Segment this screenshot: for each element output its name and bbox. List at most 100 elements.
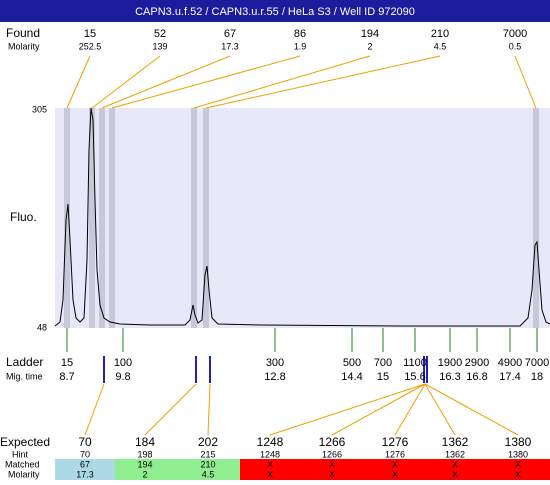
ladder-time-label: Mig. time <box>6 371 43 381</box>
y-min: 48 <box>37 322 47 332</box>
match-near <box>115 459 240 480</box>
found-molarity: 139 <box>152 41 167 51</box>
expected-size: 1380 <box>505 435 532 449</box>
matched-molarity: X <box>329 469 335 479</box>
found-link <box>101 55 231 109</box>
found-size: 52 <box>154 28 166 40</box>
ladder-size: 2900 <box>465 357 489 369</box>
ladder-size: 4900 <box>498 357 522 369</box>
peak-band <box>109 108 115 328</box>
ladder-time: 14.4 <box>341 371 362 383</box>
found-molarity: 1.9 <box>294 41 307 51</box>
found-size: 15 <box>84 28 96 40</box>
hint: 70 <box>80 449 90 459</box>
expected-link <box>424 383 456 436</box>
hint: 1248 <box>260 449 280 459</box>
peak-band <box>99 108 105 328</box>
ladder-size: 300 <box>266 357 284 369</box>
found-link <box>91 55 161 109</box>
hint: 1276 <box>385 449 405 459</box>
expected-size: 202 <box>198 435 218 449</box>
expected-link <box>424 383 519 436</box>
hint: 215 <box>200 449 215 459</box>
ladder-time: 15 <box>377 371 389 383</box>
ladder-time: 16.3 <box>439 371 460 383</box>
matched-marks <box>103 356 428 383</box>
ladder-time: 9.8 <box>115 371 130 383</box>
peak-band <box>89 108 95 328</box>
found-size: 67 <box>224 28 236 40</box>
matched: X <box>329 459 335 469</box>
expected-link <box>207 383 211 436</box>
matched-molarity: 4.5 <box>202 469 215 479</box>
ladder-time: 15.6 <box>404 371 425 383</box>
title-bar <box>0 0 550 22</box>
title: CAPN3.u.f.52 / CAPN3.u.r.55 / HeLa S3 / … <box>135 6 415 18</box>
hint-label: Hint <box>12 449 29 459</box>
peak-band <box>191 108 197 328</box>
ladder-size: 1100 <box>403 357 427 369</box>
expected-size: 1248 <box>257 435 284 449</box>
matched-molarity: X <box>392 469 398 479</box>
matched: X <box>392 459 398 469</box>
expected-link <box>331 383 426 436</box>
peak-band <box>533 108 539 328</box>
match-fail <box>240 459 550 480</box>
found-link <box>66 55 91 109</box>
ladder-size: 7000 <box>525 357 549 369</box>
found-link <box>111 55 301 109</box>
matched-molarity: 17.3 <box>76 469 94 479</box>
ladder-size: 15 <box>61 357 73 369</box>
found-size: 210 <box>431 28 449 40</box>
matched: X <box>515 459 521 469</box>
expected-size: 1276 <box>382 435 409 449</box>
match-ok <box>55 459 115 480</box>
peak-band <box>203 108 209 328</box>
found-size: 86 <box>294 28 306 40</box>
found-link <box>193 55 371 109</box>
found-size: 7000 <box>503 28 527 40</box>
expected-size: 1362 <box>442 435 469 449</box>
matched: 194 <box>137 459 152 469</box>
plot-area <box>55 108 550 328</box>
ladder-time: 17.4 <box>499 371 520 383</box>
found-molarity: 17.3 <box>221 41 239 51</box>
molarity-label: Molarity <box>8 469 40 479</box>
hint: 1362 <box>445 449 465 459</box>
expected-link <box>84 383 105 436</box>
matched: 67 <box>80 459 90 469</box>
matched-molarity: X <box>452 469 458 479</box>
found-link <box>205 55 441 109</box>
found-molarity: 4.5 <box>434 41 447 51</box>
hint: 198 <box>137 449 152 459</box>
ladder-size: 500 <box>343 357 361 369</box>
expected-size: 184 <box>135 435 155 449</box>
matched: X <box>452 459 458 469</box>
found-molarity-label: Molarity <box>8 41 40 51</box>
ladder-time: 12.8 <box>264 371 285 383</box>
expected-link <box>269 383 426 436</box>
matched-molarity: 2 <box>142 469 147 479</box>
found-molarity: 252.5 <box>79 41 102 51</box>
hint: 1380 <box>508 449 528 459</box>
matched-label: Matched <box>5 459 40 469</box>
found-link <box>514 55 537 109</box>
found-molarity: 0.5 <box>509 41 522 51</box>
expected-link <box>144 383 197 436</box>
found-size: 194 <box>361 28 379 40</box>
ladder-label: Ladder <box>6 355 43 369</box>
matched: 210 <box>200 459 215 469</box>
y-label: Fluo. <box>10 210 37 224</box>
trace <box>54 107 550 327</box>
ladder-size: 100 <box>114 357 132 369</box>
expected-size: 70 <box>78 435 92 449</box>
matched-molarity: X <box>515 469 521 479</box>
peak-band <box>64 108 70 328</box>
expected-size: 1266 <box>319 435 346 449</box>
y-max: 305 <box>32 104 47 114</box>
ladder-time: 18 <box>531 371 543 383</box>
expected-label: Expected <box>0 435 50 449</box>
ladder-size: 1900 <box>438 357 462 369</box>
matched-molarity: X <box>267 469 273 479</box>
found-molarity: 2 <box>367 41 372 51</box>
